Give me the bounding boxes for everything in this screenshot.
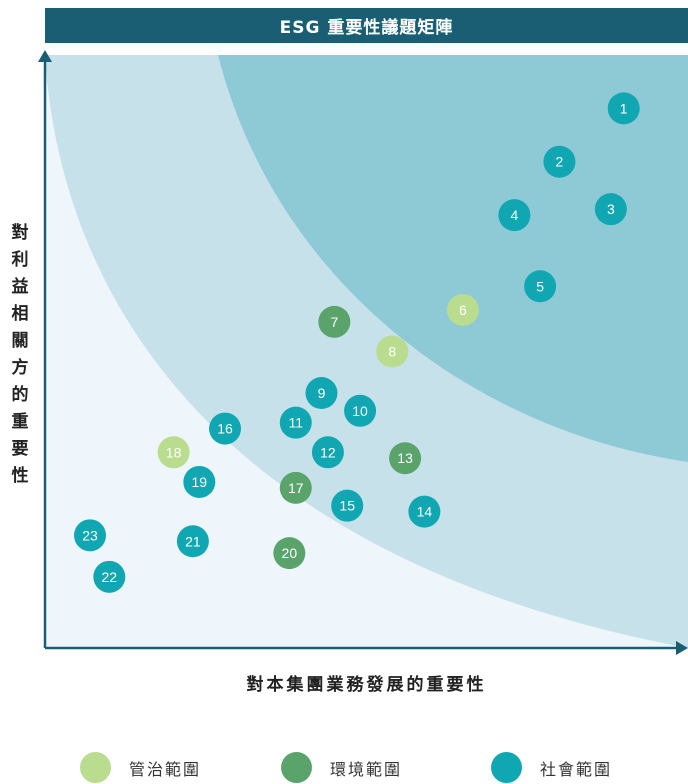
data-point-label-16: 16 — [217, 421, 233, 437]
data-point-label-18: 18 — [166, 444, 182, 460]
y-axis-label-char: 性 — [11, 466, 29, 486]
data-point-21 — [176, 525, 209, 558]
y-axis-label-char: 關 — [11, 331, 29, 351]
data-point-12 — [311, 436, 344, 469]
data-point-18 — [157, 436, 190, 469]
data-point-label-21: 21 — [185, 533, 201, 549]
data-point-6 — [446, 293, 479, 326]
data-point-9 — [305, 377, 338, 410]
data-point-label-5: 5 — [536, 278, 544, 294]
chart-title: ESG 重要性議題矩陣 — [45, 8, 688, 43]
data-point-label-19: 19 — [192, 474, 208, 490]
data-point-label-14: 14 — [417, 504, 433, 520]
y-axis-arrow — [38, 50, 52, 62]
y-axis-label-char: 利 — [11, 250, 29, 270]
data-point-4 — [498, 199, 531, 232]
data-point-label-12: 12 — [320, 444, 336, 460]
y-axis-label: 對利益相關方的重要性 — [8, 220, 32, 490]
y-axis-label-char: 益 — [11, 277, 29, 297]
data-point-20 — [273, 537, 306, 570]
data-point-5 — [524, 270, 557, 303]
data-point-label-23: 23 — [82, 527, 98, 543]
legend-label-social: 社會範圍 — [540, 759, 613, 779]
legend-item-governance: 管治範圍 — [80, 752, 201, 783]
data-point-label-6: 6 — [459, 302, 467, 318]
data-point-7 — [318, 305, 351, 338]
data-point-15 — [331, 489, 364, 522]
data-point-label-9: 9 — [318, 385, 326, 401]
y-axis-label-char: 重 — [11, 412, 29, 432]
legend-swatch-governance — [80, 752, 111, 783]
data-point-1 — [607, 92, 640, 125]
data-point-22 — [93, 560, 126, 593]
data-point-label-17: 17 — [288, 480, 304, 496]
data-point-label-7: 7 — [330, 314, 338, 330]
data-point-23 — [74, 519, 107, 552]
data-point-2 — [543, 145, 576, 178]
legend-item-environment: 環境範圍 — [281, 752, 402, 783]
data-point-label-15: 15 — [339, 498, 355, 514]
data-point-19 — [183, 465, 216, 498]
data-point-label-10: 10 — [352, 403, 368, 419]
data-point-label-13: 13 — [397, 450, 413, 466]
y-axis-label-char: 的 — [11, 385, 29, 405]
x-axis-arrow — [676, 641, 688, 655]
legend-swatch-social — [491, 752, 522, 783]
data-point-14 — [408, 495, 441, 528]
legend-label-environment: 環境範圍 — [330, 759, 403, 779]
x-axis-label: 對本集團業務發展的重要性 — [246, 675, 487, 695]
y-axis-label-char: 方 — [11, 358, 29, 378]
data-point-label-22: 22 — [102, 569, 118, 585]
data-point-13 — [389, 442, 422, 475]
data-point-8 — [376, 335, 409, 368]
legend-swatch-environment — [281, 752, 312, 783]
data-point-17 — [279, 471, 312, 504]
data-point-label-20: 20 — [282, 545, 298, 561]
data-point-10 — [344, 394, 377, 427]
data-point-label-1: 1 — [620, 100, 628, 116]
data-point-label-2: 2 — [556, 154, 564, 170]
y-axis-label-char: 對 — [11, 223, 29, 243]
legend-item-social: 社會範圍 — [491, 752, 612, 783]
data-point-11 — [279, 406, 312, 439]
data-point-3 — [594, 193, 627, 226]
legend: 管治範圍 環境範圍 社會範圍 — [0, 752, 688, 784]
data-point-label-3: 3 — [607, 201, 615, 217]
data-point-16 — [209, 412, 242, 445]
y-axis-label-char: 相 — [11, 304, 29, 324]
legend-label-governance: 管治範圍 — [129, 759, 202, 779]
data-point-label-11: 11 — [288, 415, 303, 431]
data-point-label-8: 8 — [388, 344, 396, 360]
y-axis-label-char: 要 — [11, 439, 29, 459]
data-point-label-4: 4 — [510, 207, 518, 223]
